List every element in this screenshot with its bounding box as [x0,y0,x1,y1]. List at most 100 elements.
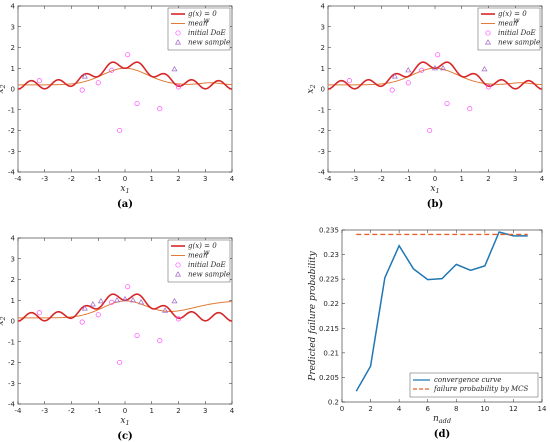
x-tick-label: 0 [123,407,127,415]
initial-doe-point [346,78,352,84]
legend-label-limit-state: g(x) = 0 [188,10,217,18]
y-tick-label: -2 [318,127,325,135]
y-tick-label: -1 [8,106,15,114]
limit-state-curve [17,61,233,90]
y-tick-label: 1 [11,297,15,305]
x-tick-label: 1 [460,175,464,183]
x-tick-label: 1 [150,407,154,415]
panel-d: 0 2 4 6 8 10 12 14 0.2 0.205 0.21 0.215 0.22 0.225 0.2… [308,227,547,441]
x-axis-label-sub: 1 [125,419,129,427]
initial-doe-point [467,106,473,112]
new-sample-point [162,307,169,313]
panel-label: (b) [427,199,443,210]
x-tick-label: -1 [405,175,412,183]
legend-label: failure probability by MCS [433,385,529,393]
new-sample-point [431,64,439,71]
y-axis-label: Predicted failure probability [308,250,318,381]
y-tick-label: 2 [11,44,15,52]
legend-box [409,372,539,398]
y-axis-label-main: x [306,89,316,94]
initial-doe-point [157,338,163,344]
x-tick-label: -2 [68,175,75,183]
x-tick-label: 14 [538,405,547,413]
y-tick-label: 1 [11,65,15,73]
x-tick-label: 0 [340,405,344,413]
x-axis-label-main: x [120,184,125,194]
y-tick-label: 0.235 [319,227,339,235]
new-sample-point [405,67,412,73]
x-tick-label: 2 [176,175,180,183]
y-tick-label: 0 [11,86,15,94]
legend-label-doe: initial DoE [498,29,536,37]
y-axis-label-main: x [0,321,6,326]
x-tick-label: 0 [123,175,127,183]
panel-label: (d) [434,429,450,440]
initial-doe-point [485,84,492,90]
y-tick-label: -3 [318,148,325,156]
new-sample-point [391,73,398,79]
convergence-curve-line [355,231,528,392]
panel-c: -4 -3 -2 -1 0 1 2 3 4 -4 -3 -2 -1 0 1 2 3 4 g(x) = 0 meanwi… [0,235,235,442]
legend-swatch-doe [175,262,181,268]
new-sample-point [130,296,137,303]
y-tick-label: 0 [11,318,15,326]
x-tick-label: 8 [454,405,458,413]
x-axis-label-main: x [120,416,125,426]
new-sample-point [113,296,120,303]
x-tick-label: -4 [15,407,23,415]
y-tick-label: 3 [11,255,15,263]
initial-doe-point [157,106,163,112]
x-tick-label: 4 [540,175,545,183]
y-tick-label: 3 [321,23,325,31]
x-tick-label: 2 [176,407,180,415]
y-tick-label: -1 [318,106,325,114]
legend-box [477,7,541,51]
y-tick-label: -3 [8,148,15,156]
limit-state-curve [17,293,233,322]
legend-label-new: new sample [498,39,540,47]
x-tick-label: -4 [325,175,333,183]
y-axis-label-sub: 2 [0,84,7,89]
x-tick-label: -2 [378,175,385,183]
y-tick-label: -4 [318,169,326,177]
panel-b: -4 -3 -2 -1 0 1 2 3 4 -4 -3 -2 -1 0 1 2 3 4 g(x) = 0 meanwi… [306,3,545,211]
x-tick-label: -3 [351,175,358,183]
x-axis-label: x1 [120,416,129,427]
new-sample-point [171,297,178,304]
x-axis-label-main: n [433,414,439,424]
x-tick-label: 3 [203,175,207,183]
legend-swatch-new [174,39,182,45]
y-axis-label: x2 [0,316,7,325]
x-tick-label: 3 [513,175,517,183]
y-axis-label-sub: 2 [0,316,7,321]
initial-doe-point [79,87,85,93]
y-tick-label: 0.22 [323,300,339,308]
x-axis-label-sub: add [439,417,451,425]
initial-doe-point [109,67,115,73]
new-sample-point [440,64,447,71]
y-tick-label: 0.21 [323,349,339,357]
legend-label: convergence curve [434,376,501,384]
legend-label-mean-sup: w [204,249,210,257]
x-axis-label: nadd [433,414,451,425]
y-tick-label: 2 [321,44,325,52]
new-sample-point [481,65,488,72]
legend-label-new: new sample [188,39,230,47]
legend-swatch-new [174,271,182,277]
initial-doe-point [175,84,182,90]
legend-label-limit-state: g(x) = 0 [498,10,527,18]
initial-doe-point [36,78,42,84]
initial-doe-point [405,80,411,86]
x-axis-label: x1 [430,184,439,195]
x-tick-label: 2 [368,405,372,413]
y-tick-label: 0 [321,86,325,94]
y-tick-label: -2 [8,359,15,367]
x-tick-label: -4 [15,175,23,183]
y-tick-label: -1 [8,338,15,346]
legend-label-doe: initial DoE [188,261,226,269]
new-sample-point [138,299,145,305]
x-axis-label-sub: 1 [125,187,129,195]
new-sample-point [121,295,129,302]
x-tick-label: -1 [95,175,102,183]
